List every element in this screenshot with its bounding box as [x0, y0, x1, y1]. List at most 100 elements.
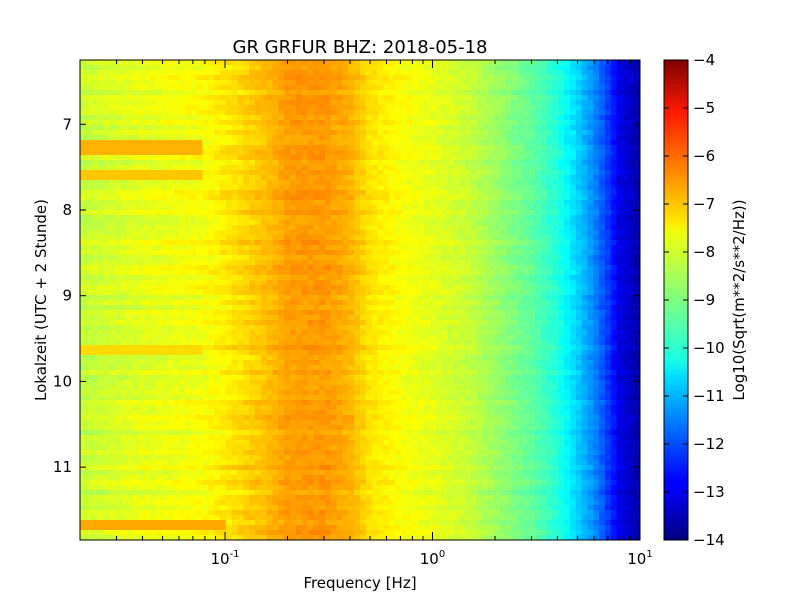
heatmap-cell: [605, 285, 612, 291]
heatmap-cell: [395, 115, 402, 121]
heatmap-cell: [605, 255, 612, 261]
heatmap-cell: [453, 305, 460, 311]
heatmap-cell: [523, 60, 530, 66]
heatmap-cell: [564, 195, 571, 201]
heatmap-cell: [214, 230, 221, 236]
heatmap-cell: [109, 195, 116, 201]
heatmap-cell: [634, 220, 640, 226]
heatmap-cell: [400, 165, 408, 171]
heatmap-cell: [517, 60, 524, 66]
heatmap-cell: [284, 210, 291, 216]
heatmap-cell: [237, 180, 244, 186]
heatmap-cell: [202, 150, 209, 156]
heatmap-cell: [348, 90, 355, 96]
heatmap-cell: [418, 135, 425, 141]
heatmap-cell: [155, 200, 163, 206]
heatmap-cell: [465, 100, 472, 106]
heatmap-cell: [360, 295, 367, 301]
heatmap-cell: [552, 290, 559, 296]
heatmap-cell: [470, 285, 478, 291]
heatmap-cell: [80, 295, 87, 301]
heatmap-cell: [470, 140, 478, 146]
heatmap-cell: [290, 125, 297, 131]
heatmap-cell: [564, 130, 571, 136]
heatmap-cell: [354, 255, 361, 261]
heatmap-cell: [103, 85, 110, 91]
heatmap-cell: [622, 80, 629, 86]
heatmap-cell: [126, 275, 134, 281]
heatmap-cell: [243, 155, 250, 161]
heatmap-cell: [616, 85, 624, 91]
heatmap-cell: [511, 215, 519, 221]
heatmap-cell: [354, 245, 361, 251]
heatmap-cell: [523, 105, 530, 111]
heatmap-cell: [622, 250, 629, 256]
heatmap-cell: [634, 115, 640, 121]
heatmap-cell: [336, 135, 344, 141]
heatmap-cell: [266, 270, 274, 276]
heatmap-cell: [424, 245, 431, 251]
heatmap-cell: [225, 120, 233, 126]
heatmap-cell: [395, 215, 402, 221]
heatmap-cell: [610, 220, 618, 226]
heatmap-cell: [202, 190, 209, 196]
heatmap-cell: [435, 180, 443, 186]
heatmap-cell: [406, 310, 414, 316]
heatmap-cell: [115, 240, 122, 246]
heatmap-cell: [185, 100, 192, 106]
heatmap-cell: [383, 270, 390, 276]
heatmap-cell: [453, 95, 460, 101]
heatmap-cell: [406, 305, 414, 311]
heatmap-cell: [610, 200, 618, 206]
heatmap-cell: [371, 95, 379, 101]
heatmap-cell: [243, 150, 250, 156]
heatmap-cell: [377, 280, 384, 286]
heatmap-cell: [85, 310, 93, 316]
heatmap-cell: [243, 240, 250, 246]
heatmap-cell: [488, 260, 495, 266]
heatmap-cell: [610, 270, 618, 276]
heatmap-cell: [360, 155, 367, 161]
heatmap-cell: [564, 155, 571, 161]
heatmap-cell: [260, 310, 268, 316]
heatmap-cell: [593, 80, 600, 86]
heatmap-cell: [91, 150, 99, 156]
heatmap-cell: [552, 245, 559, 251]
heatmap-cell: [575, 180, 583, 186]
heatmap-cell: [360, 220, 367, 226]
heatmap-cell: [115, 300, 122, 306]
heatmap-cell: [330, 75, 338, 81]
heatmap-cell: [377, 175, 384, 181]
heatmap-cell: [418, 280, 425, 286]
heatmap-cell: [377, 310, 384, 316]
heatmap-cell: [85, 320, 93, 326]
heatmap-cell: [220, 230, 227, 236]
heatmap-cell: [587, 300, 594, 306]
heatmap-cell: [260, 175, 268, 181]
heatmap-cell: [552, 265, 559, 271]
heatmap-cell: [395, 260, 402, 266]
heatmap-cell: [290, 135, 297, 141]
heatmap-cell: [115, 225, 122, 231]
heatmap-cell: [476, 120, 484, 126]
heatmap-cell: [278, 175, 285, 181]
heatmap-cell: [476, 60, 484, 66]
heatmap-cell: [190, 170, 198, 176]
heatmap-cell: [406, 290, 414, 296]
heatmap-cell: [336, 295, 344, 301]
heatmap-cell: [488, 60, 495, 66]
heatmap-cell: [552, 170, 559, 176]
heatmap-cell: [97, 250, 104, 256]
heatmap-cell: [144, 290, 151, 296]
heatmap-cell: [330, 300, 338, 306]
heatmap-cell: [330, 290, 338, 296]
heatmap-cell: [126, 255, 134, 261]
heatmap-cell: [575, 95, 583, 101]
heatmap-cell: [365, 205, 373, 211]
heatmap-cell: [459, 290, 466, 296]
heatmap-cell: [406, 220, 414, 226]
heatmap-cell: [599, 170, 606, 176]
heatmap-cell: [144, 245, 151, 251]
heatmap-cell: [435, 270, 443, 276]
heatmap-cell: [564, 120, 571, 126]
